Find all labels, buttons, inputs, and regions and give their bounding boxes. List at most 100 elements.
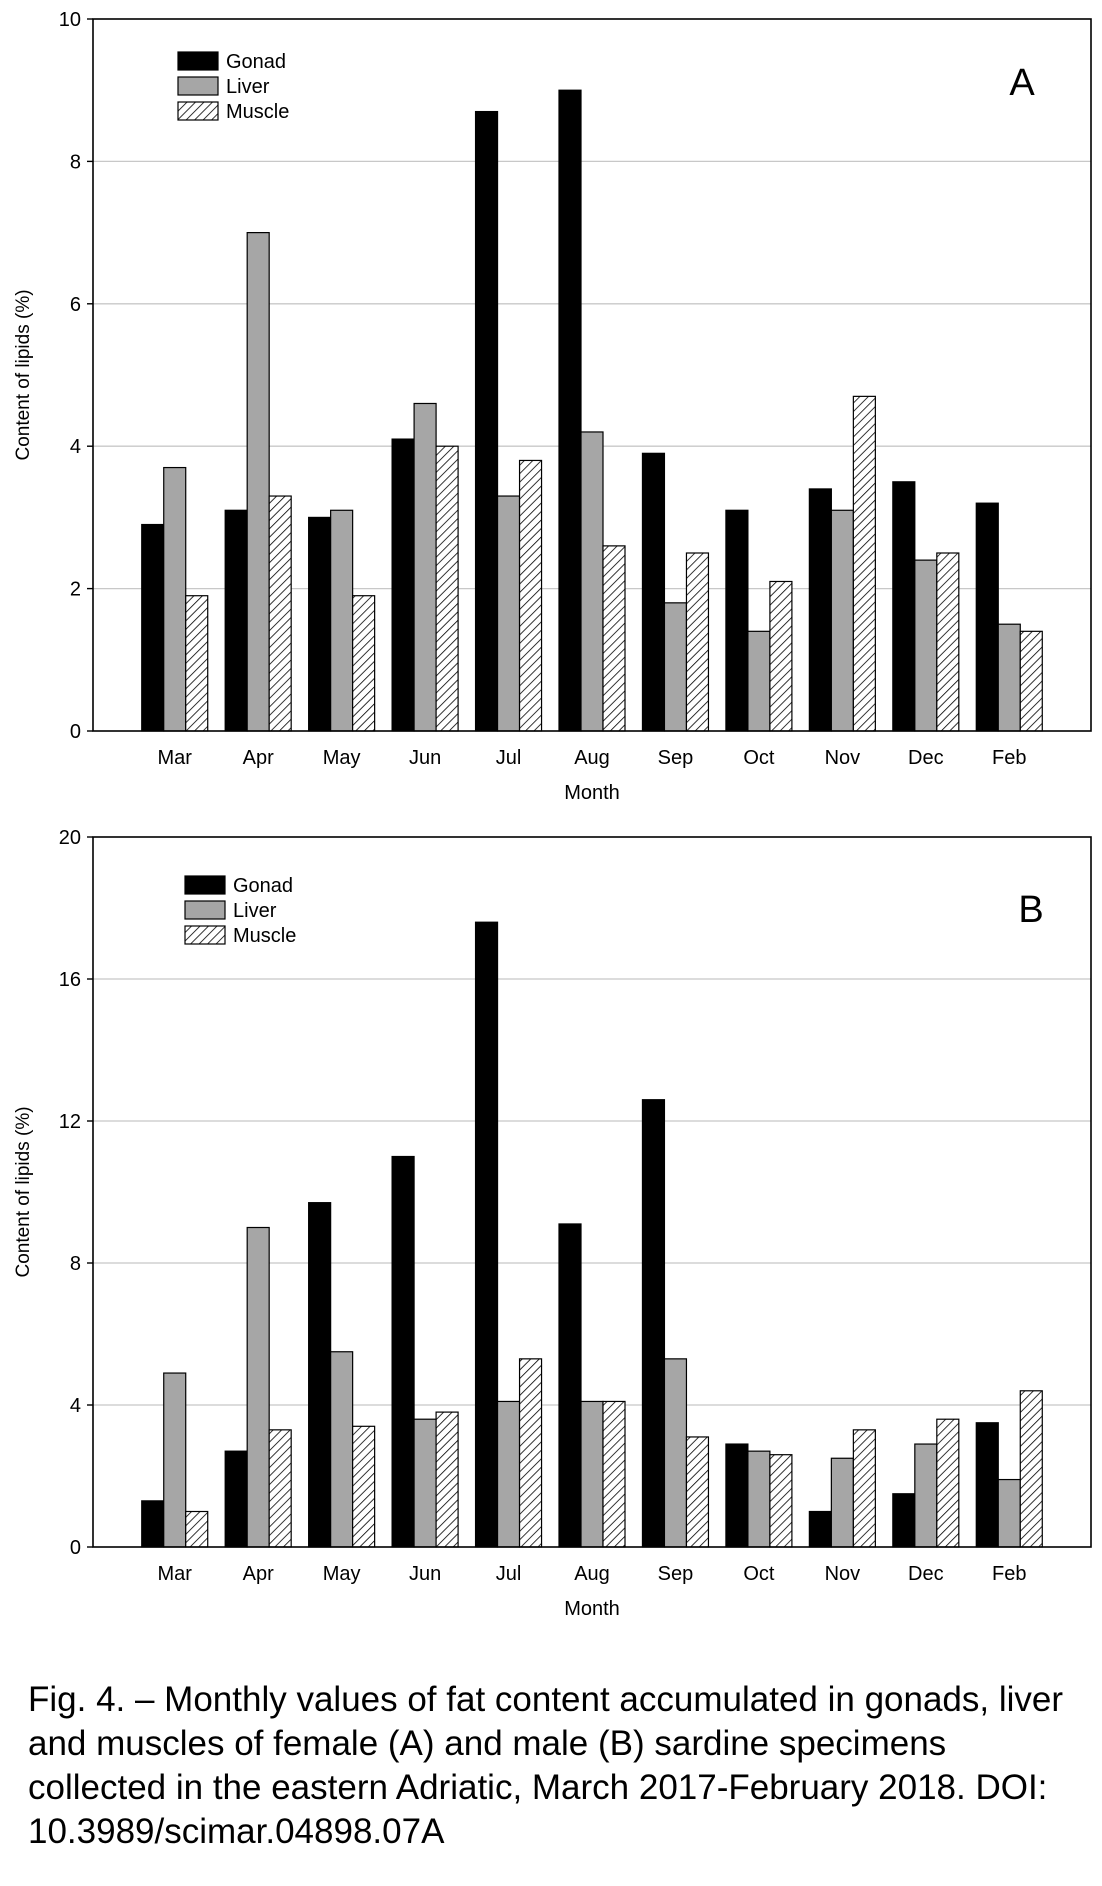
y-tick-label: 8 [70, 151, 81, 173]
bar-muscle-feb [1019, 630, 1043, 732]
bar-liver-feb [997, 623, 1021, 732]
panel-label: B [1018, 889, 1043, 931]
bar-muscle-jun [435, 445, 459, 732]
x-tick-label: Oct [743, 747, 775, 769]
bar-muscle-sep [685, 552, 710, 732]
x-tick-label: Feb [992, 747, 1026, 769]
x-tick-label: Aug [574, 1563, 610, 1585]
x-tick-label: Jul [496, 747, 522, 769]
x-axis-label: Month [564, 1598, 620, 1620]
y-tick-label: 4 [70, 436, 81, 458]
bar-liver-jun [413, 1418, 437, 1548]
x-tick-label: May [323, 1563, 361, 1585]
bar-gonad-jun [391, 438, 415, 732]
bar-muscle-aug [602, 545, 626, 732]
bar-gonad-mar [141, 1500, 165, 1548]
bar-liver-nov [830, 1457, 854, 1548]
x-axis-label: Month [564, 782, 620, 804]
bar-liver-may [330, 509, 354, 732]
figure-caption: Fig. 4. – Monthly values of fat content … [28, 1680, 1064, 1851]
bar-liver-feb [997, 1478, 1021, 1548]
x-tick-label: Jun [409, 1563, 441, 1585]
bar-gonad-feb [975, 502, 999, 732]
legend-swatch-liver [177, 76, 219, 96]
bar-liver-jul [496, 1400, 521, 1548]
bar-liver-mar [163, 1372, 187, 1548]
y-tick-label: 12 [59, 1111, 81, 1133]
bar-gonad-sep [641, 452, 666, 732]
bar-muscle-jun [435, 1411, 459, 1548]
bar-gonad-aug [558, 1223, 582, 1548]
bar-liver-oct [747, 1450, 771, 1548]
y-tick-label: 4 [70, 1395, 81, 1417]
bar-gonad-apr [224, 1450, 248, 1548]
bar-gonad-oct [725, 1443, 749, 1548]
bar-liver-jul [496, 495, 521, 732]
y-axis-label: Content of lipids (%) [13, 1106, 34, 1277]
bar-liver-may [330, 1351, 354, 1548]
plot-frame [92, 836, 1092, 1548]
bar-muscle-nov [852, 1429, 876, 1548]
bar-gonad-mar [141, 523, 165, 732]
chart-a-svg: 0 2 4 6 8 10 Mar Apr May Jun Jul Aug Sep Oct Nov Dec Feb… [13, 9, 1092, 804]
bar-gonad-jul [474, 110, 499, 732]
bar-muscle-mar [185, 595, 209, 732]
x-tick-label: Apr [243, 1563, 274, 1585]
y-axis-label: Content of lipids (%) [13, 289, 34, 460]
bar-gonad-may [308, 516, 332, 732]
bar-muscle-dec [936, 552, 960, 732]
plot-frame [92, 18, 1092, 732]
x-tick-label: Nov [825, 747, 861, 769]
x-tick-label: Sep [658, 747, 694, 769]
bar-muscle-oct [769, 580, 793, 732]
chart-a: 0 2 4 6 8 10 Mar Apr May Jun Jul Aug Sep Oct Nov Dec Feb… [0, 0, 1102, 820]
y-tick-label: 8 [70, 1253, 81, 1275]
bar-muscle-jul [518, 459, 543, 732]
chart-b: 0 4 8 12 16 20 Mar Apr May Jun Jul Aug Sep Oct Nov Dec F… [0, 820, 1102, 1640]
bar-liver-jun [413, 402, 437, 732]
x-tick-label: Nov [825, 1563, 861, 1585]
bar-muscle-may [352, 1425, 376, 1548]
chart-b-svg: 0 4 8 12 16 20 Mar Apr May Jun Jul Aug Sep Oct Nov Dec F… [13, 827, 1092, 1620]
x-tick-label: Oct [743, 1563, 775, 1585]
y-tick-label: 20 [59, 827, 81, 849]
bar-gonad-sep [641, 1099, 666, 1548]
legend-swatch-gonad [184, 875, 226, 895]
bar-liver-nov [830, 509, 854, 732]
bar-liver-sep [663, 1358, 688, 1548]
y-tick-label: 0 [70, 721, 81, 743]
bar-liver-apr [246, 232, 270, 732]
legend-label-muscle: Muscle [233, 925, 296, 947]
bar-muscle-jul [518, 1358, 543, 1548]
bar-liver-sep [663, 602, 688, 732]
y-tick-label: 10 [59, 9, 81, 31]
bar-gonad-dec [892, 1493, 916, 1548]
x-tick-label: Sep [658, 1563, 694, 1585]
bar-muscle-nov [852, 395, 876, 732]
bar-liver-mar [163, 466, 187, 732]
x-tick-label: Dec [908, 747, 944, 769]
legend-label-gonad: Gonad [233, 875, 293, 897]
bar-gonad-dec [892, 481, 916, 732]
x-tick-label: Mar [158, 747, 193, 769]
bar-muscle-mar [185, 1510, 209, 1548]
y-tick-label: 0 [70, 1537, 81, 1559]
x-tick-label: May [323, 747, 361, 769]
bar-muscle-aug [602, 1400, 626, 1548]
bar-liver-aug [580, 431, 604, 732]
panel-label: A [1009, 62, 1035, 104]
y-tick-label: 16 [59, 969, 81, 991]
bar-gonad-nov [808, 1510, 832, 1548]
legend-swatch-gonad [177, 51, 219, 71]
x-tick-label: Aug [574, 747, 610, 769]
bar-muscle-sep [685, 1436, 710, 1548]
bar-liver-dec [914, 559, 938, 732]
bar-gonad-nov [808, 488, 832, 732]
bar-liver-apr [246, 1226, 270, 1548]
bar-muscle-may [352, 595, 376, 732]
bar-muscle-apr [268, 495, 292, 732]
bar-liver-aug [580, 1400, 604, 1548]
x-tick-label: Dec [908, 1563, 944, 1585]
bar-muscle-oct [769, 1454, 793, 1548]
x-tick-label: Jul [496, 1563, 522, 1585]
